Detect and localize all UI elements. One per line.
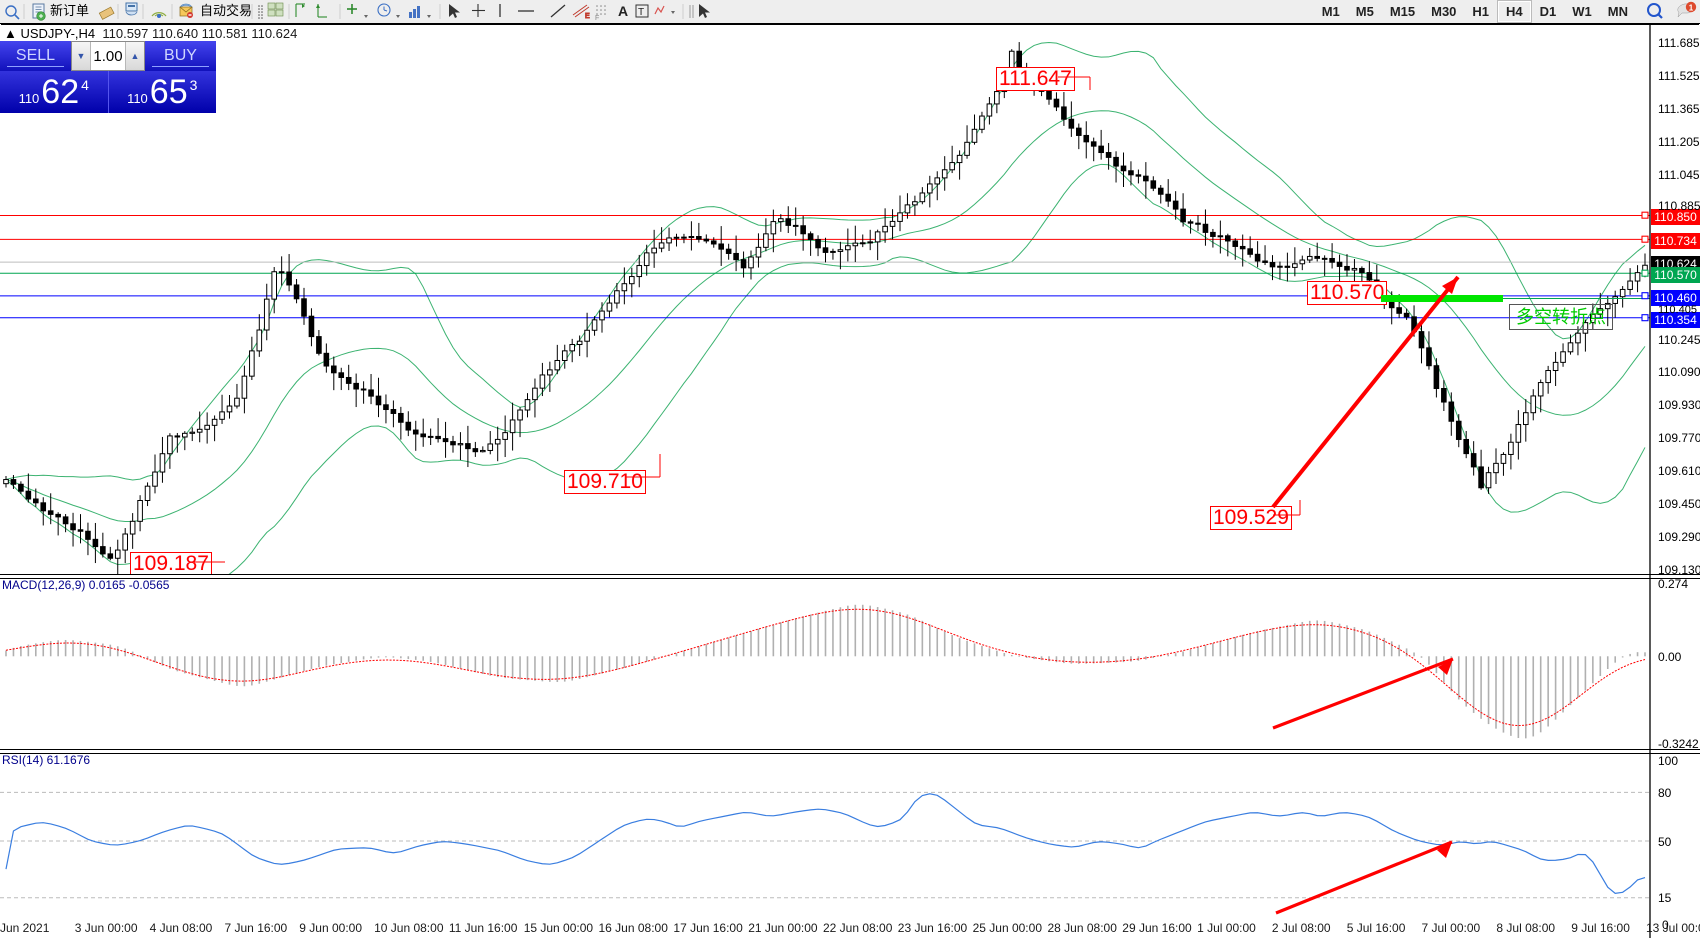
svg-text:E: E: [585, 13, 590, 20]
svg-text:自动交易: 自动交易: [200, 3, 252, 18]
svg-text:T: T: [638, 7, 644, 18]
svg-text:A: A: [618, 3, 628, 19]
svg-text:1: 1: [1689, 3, 1694, 12]
svg-text:F: F: [595, 15, 599, 22]
svg-text:新订单: 新订单: [50, 3, 89, 18]
